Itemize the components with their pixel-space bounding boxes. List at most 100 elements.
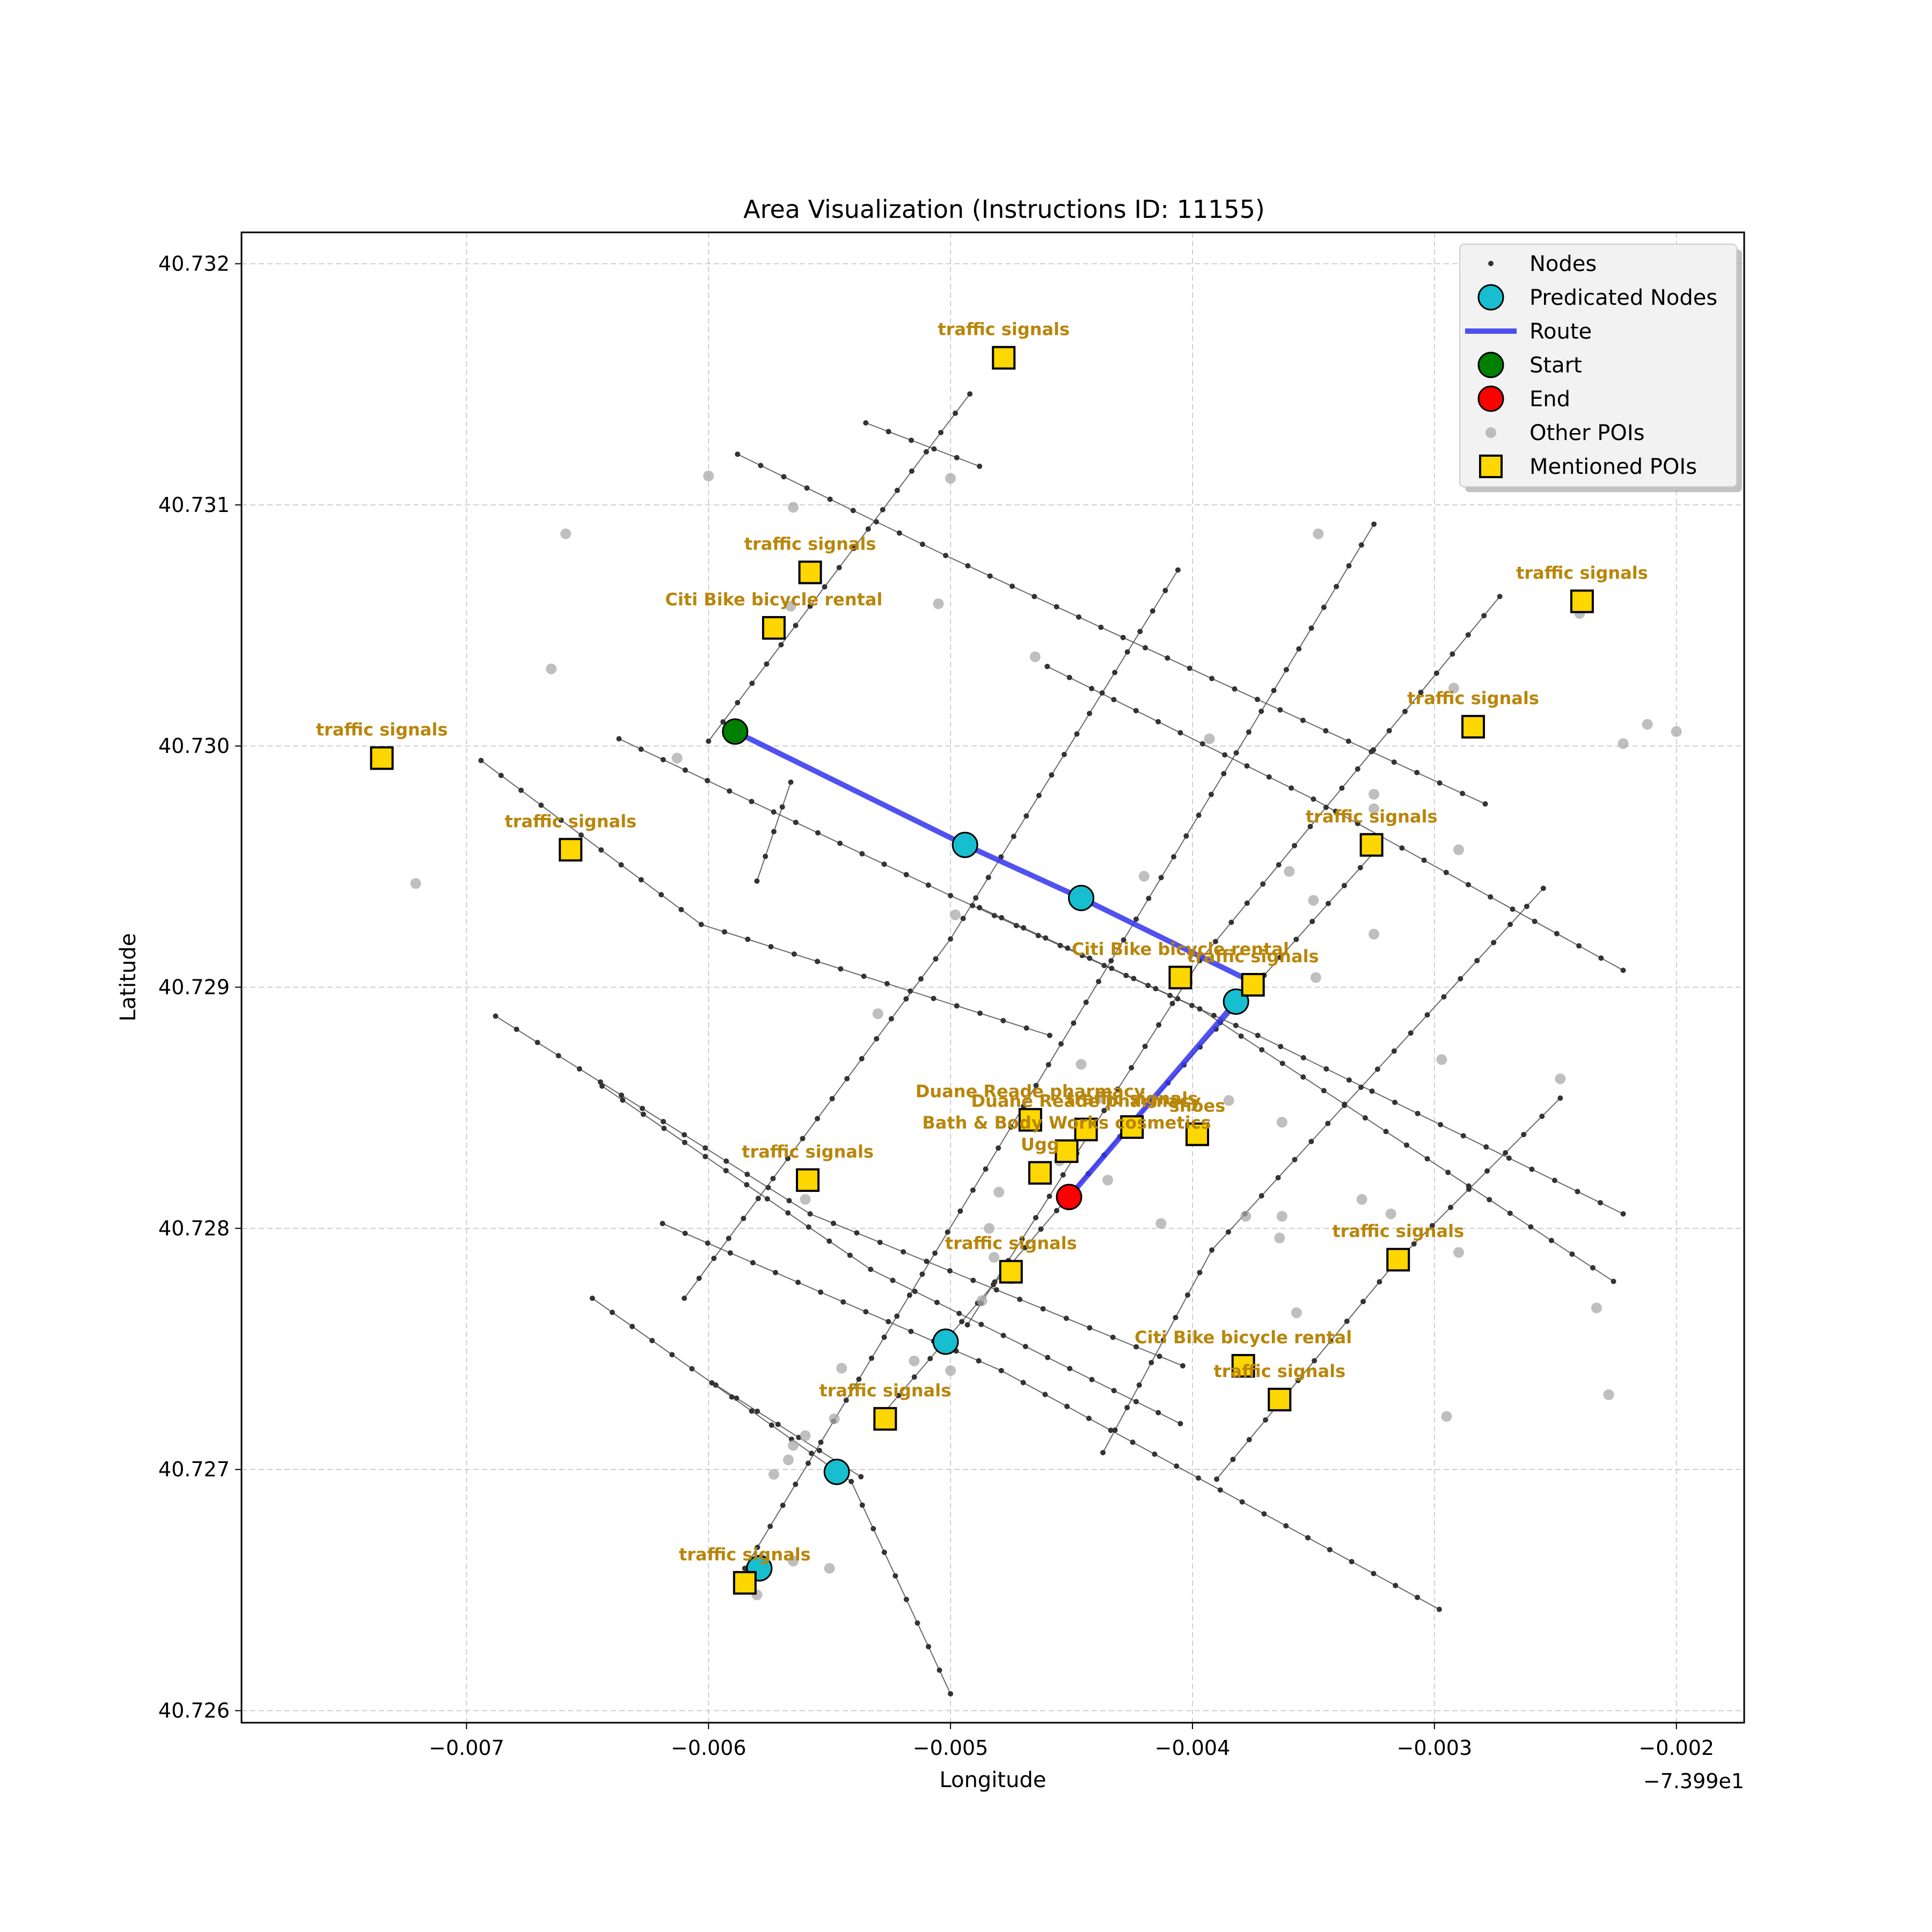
node-dot bbox=[1283, 667, 1289, 672]
node-dot bbox=[1305, 1535, 1311, 1541]
node-dot bbox=[589, 1296, 595, 1301]
node-dot bbox=[493, 1013, 499, 1019]
x-tick-label: −0.004 bbox=[1155, 1736, 1231, 1760]
node-dot bbox=[1323, 728, 1329, 734]
node-dot bbox=[976, 1358, 982, 1364]
mentioned-poi-label: traffic signals bbox=[945, 1233, 1077, 1254]
node-dot bbox=[660, 757, 666, 763]
node-dot bbox=[996, 1145, 1001, 1151]
node-dot bbox=[884, 980, 890, 986]
node-dot bbox=[1528, 1224, 1534, 1230]
other-poi-dot bbox=[788, 502, 799, 513]
node-dot bbox=[1308, 625, 1314, 631]
node-dot bbox=[977, 1011, 983, 1016]
node-dot bbox=[1009, 583, 1015, 589]
node-dot bbox=[1391, 759, 1397, 765]
node-dot bbox=[1230, 1457, 1236, 1462]
node-dot bbox=[795, 1279, 801, 1285]
node-dot bbox=[750, 1260, 756, 1265]
node-dot bbox=[711, 1255, 717, 1261]
node-dot bbox=[1222, 752, 1228, 758]
node-dot bbox=[1108, 958, 1114, 964]
node-dot bbox=[742, 1565, 748, 1571]
node-dot bbox=[775, 1422, 781, 1428]
predicated-node bbox=[1068, 884, 1095, 911]
node-dot bbox=[918, 976, 924, 982]
node-dot bbox=[894, 487, 900, 493]
node-dot bbox=[881, 861, 887, 867]
node-dot bbox=[947, 1268, 953, 1274]
mentioned-poi-label: traffic signals bbox=[1187, 946, 1319, 967]
node-dot bbox=[856, 1376, 862, 1382]
node-dot bbox=[1111, 697, 1117, 702]
node-dot bbox=[1083, 999, 1089, 1005]
node-dot bbox=[538, 802, 544, 808]
legend-node-icon bbox=[1488, 261, 1494, 266]
node-dot bbox=[1042, 1392, 1048, 1397]
node-dot bbox=[1357, 865, 1363, 870]
other-poi-dot bbox=[1155, 1218, 1167, 1229]
legend-label: Nodes bbox=[1529, 252, 1597, 276]
node-dot bbox=[909, 468, 914, 474]
node-dot bbox=[768, 943, 774, 949]
node-dot bbox=[954, 455, 960, 460]
other-poi-dot bbox=[1356, 1194, 1367, 1205]
node-dot bbox=[640, 1111, 646, 1117]
node-dot bbox=[1184, 1292, 1190, 1298]
node-dot bbox=[638, 877, 644, 883]
other-poi-dot bbox=[993, 1187, 1005, 1198]
node-dot bbox=[881, 1334, 887, 1340]
node-dot bbox=[914, 1620, 920, 1626]
node-dot bbox=[960, 916, 966, 921]
chart-title: Area Visualization (Instructions ID: 111… bbox=[743, 195, 1265, 224]
node-dot bbox=[1136, 1382, 1142, 1388]
node-dot bbox=[931, 446, 937, 452]
node-dot bbox=[1022, 1344, 1028, 1350]
other-poi-dot bbox=[546, 663, 557, 675]
node-dot bbox=[1283, 1523, 1289, 1529]
node-dot bbox=[1415, 1110, 1421, 1116]
node-dot bbox=[1321, 1088, 1327, 1094]
legend: Nodes Predicated Nodes Route Start End Other … bbox=[1459, 244, 1742, 492]
node-dot bbox=[1238, 1033, 1244, 1039]
node-dot bbox=[735, 700, 741, 706]
node-dot bbox=[1158, 875, 1164, 881]
node-dot bbox=[1447, 1204, 1453, 1210]
route-layer bbox=[732, 729, 1256, 1200]
mentioned-poi-marker bbox=[796, 1168, 820, 1192]
node-dot bbox=[1438, 1122, 1444, 1128]
other-poi-dot bbox=[785, 601, 796, 612]
other-poi-dot bbox=[824, 1563, 835, 1574]
node-dot bbox=[843, 1397, 849, 1403]
node-dot bbox=[1053, 1208, 1059, 1213]
node-dot bbox=[1086, 1415, 1092, 1421]
mentioned-poi-label: traffic signals bbox=[1306, 806, 1438, 826]
node-dot bbox=[1153, 986, 1159, 992]
node-dot bbox=[861, 974, 867, 979]
node-dot bbox=[877, 1239, 883, 1245]
node-dot bbox=[1483, 1144, 1489, 1150]
other-poi-dot bbox=[1075, 1059, 1087, 1070]
other-poi-dot bbox=[1441, 1411, 1452, 1422]
node-dot bbox=[1296, 646, 1302, 652]
node-dot bbox=[1279, 1060, 1285, 1066]
node-dot bbox=[780, 1502, 786, 1508]
node-dot bbox=[793, 623, 799, 628]
node-dot bbox=[744, 1172, 750, 1177]
node-dot bbox=[1196, 813, 1202, 818]
node-dot bbox=[514, 1026, 519, 1032]
node-dot bbox=[1465, 882, 1471, 888]
node-dot bbox=[1418, 690, 1424, 696]
node-dot bbox=[924, 1258, 930, 1264]
node-dot bbox=[1133, 708, 1139, 714]
node-dot bbox=[1099, 690, 1105, 696]
node-dot bbox=[682, 1139, 687, 1145]
node-dot bbox=[682, 767, 688, 773]
node-dot bbox=[1371, 1571, 1377, 1577]
node-dot bbox=[993, 1287, 999, 1293]
node-dot bbox=[970, 1277, 976, 1283]
x-tick-label: −0.005 bbox=[913, 1736, 989, 1760]
node-dot bbox=[919, 1271, 925, 1277]
other-poi-dot bbox=[1310, 972, 1321, 983]
node-dot bbox=[1142, 1043, 1148, 1049]
